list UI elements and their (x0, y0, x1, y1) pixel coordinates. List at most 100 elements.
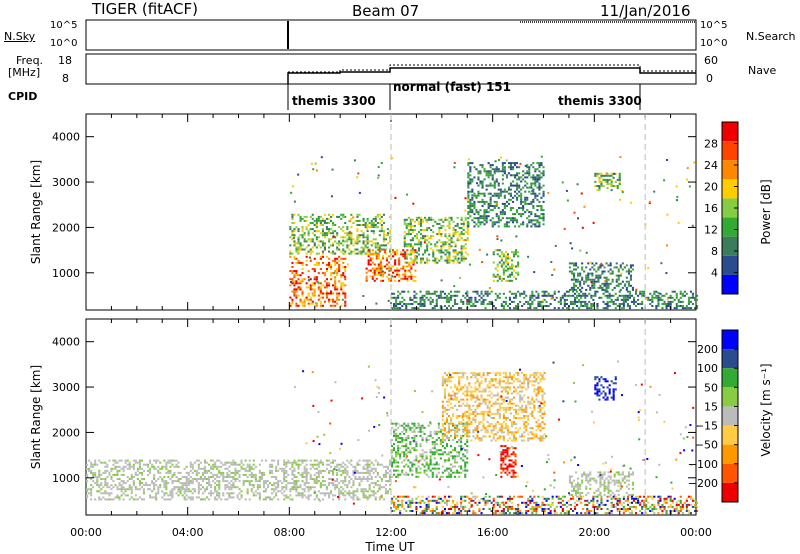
power-cell (655, 296, 658, 299)
velocity-cell (454, 471, 457, 474)
velocity-cell (169, 498, 172, 501)
power-cell (469, 205, 472, 207)
velocity-cell (425, 457, 428, 460)
velocity-cell (228, 492, 231, 495)
velocity-cell (431, 471, 434, 474)
velocity-cell (189, 476, 192, 478)
power-cell (501, 178, 504, 181)
power-cell (524, 202, 527, 205)
velocity-cell (258, 469, 261, 472)
power-cell (404, 271, 407, 274)
velocity-cell (187, 496, 190, 499)
power-cell (366, 240, 369, 243)
velocity-cell (403, 432, 406, 435)
power-cell (328, 217, 331, 220)
power-cell (504, 261, 507, 264)
power-cell (627, 280, 630, 283)
power-cell (508, 307, 511, 310)
power-cell (499, 213, 502, 216)
power-cell (325, 290, 328, 293)
power-cell (470, 300, 473, 303)
power-cell (299, 248, 302, 251)
power-cell (380, 228, 383, 231)
power-cell (358, 224, 361, 226)
power-cell (517, 265, 520, 268)
velocity-cell (185, 498, 188, 501)
velocity-cell (468, 435, 471, 438)
velocity-cell (433, 463, 436, 466)
power-cell (440, 241, 443, 244)
power-point (496, 202, 499, 205)
velocity-cell (120, 494, 123, 497)
velocity-cell (458, 415, 461, 417)
power-cell (407, 243, 410, 246)
power-cell (466, 233, 469, 236)
power-point (675, 185, 678, 188)
velocity-cell (468, 382, 471, 385)
power-cell (358, 250, 361, 253)
power-cell (691, 303, 694, 305)
velocity-cell (488, 394, 491, 397)
power-point (391, 157, 394, 160)
velocity-cell (342, 480, 345, 483)
power-cell (421, 298, 424, 301)
power-cell (513, 275, 516, 278)
power-cell (681, 305, 684, 307)
velocity-cell (120, 459, 123, 462)
velocity-cell (511, 431, 514, 434)
velocity-cell (315, 459, 318, 462)
velocity-cell (291, 486, 294, 489)
power-cell (417, 243, 420, 246)
power-cell (429, 300, 432, 303)
freq-panel (85, 53, 697, 85)
power-cell (500, 259, 503, 262)
power-cell (506, 257, 509, 260)
power-cell (328, 240, 331, 243)
power-cell (456, 294, 459, 297)
velocity-cell (136, 498, 139, 501)
power-cell (440, 251, 443, 254)
power-cell (374, 242, 377, 245)
velocity-cell (523, 415, 526, 417)
velocity-cell (208, 482, 211, 485)
velocity-cell (102, 478, 105, 480)
velocity-cell (222, 463, 225, 466)
power-cell (414, 279, 417, 282)
power-cell (616, 296, 619, 299)
power-cell (323, 236, 326, 239)
velocity-cell (386, 480, 389, 483)
velocity-cell (171, 476, 174, 478)
velocity-cell (187, 480, 190, 483)
power-cell (367, 269, 370, 272)
power-cell (330, 219, 333, 222)
velocity-cell (228, 476, 231, 478)
power-cell (376, 213, 379, 216)
power-cell (481, 205, 484, 207)
velocity-cell (470, 423, 473, 426)
power-cell (392, 265, 395, 268)
velocity-cell (128, 498, 131, 501)
power-cell (452, 241, 455, 244)
power-point (377, 177, 380, 179)
velocity-cell (275, 465, 278, 468)
power-cell (325, 217, 328, 220)
velocity-cell (134, 459, 137, 462)
power-cell (619, 274, 622, 277)
power-cell (633, 303, 636, 305)
velocity-cell (466, 386, 469, 389)
power-point (531, 190, 534, 192)
velocity-cell (517, 417, 520, 419)
velocity-cell (140, 482, 143, 485)
velocity-cell (106, 476, 109, 478)
velocity-cell (118, 484, 121, 487)
power-cell (508, 257, 511, 260)
velocity-cell (277, 459, 280, 462)
velocity-cell (155, 467, 158, 470)
power-cell (464, 296, 467, 299)
power-cell (478, 294, 481, 297)
velocity-cell (452, 372, 455, 375)
velocity-cell (470, 439, 473, 442)
velocity-cell (508, 402, 511, 405)
velocity-cell (210, 490, 213, 493)
power-cell (513, 307, 516, 310)
